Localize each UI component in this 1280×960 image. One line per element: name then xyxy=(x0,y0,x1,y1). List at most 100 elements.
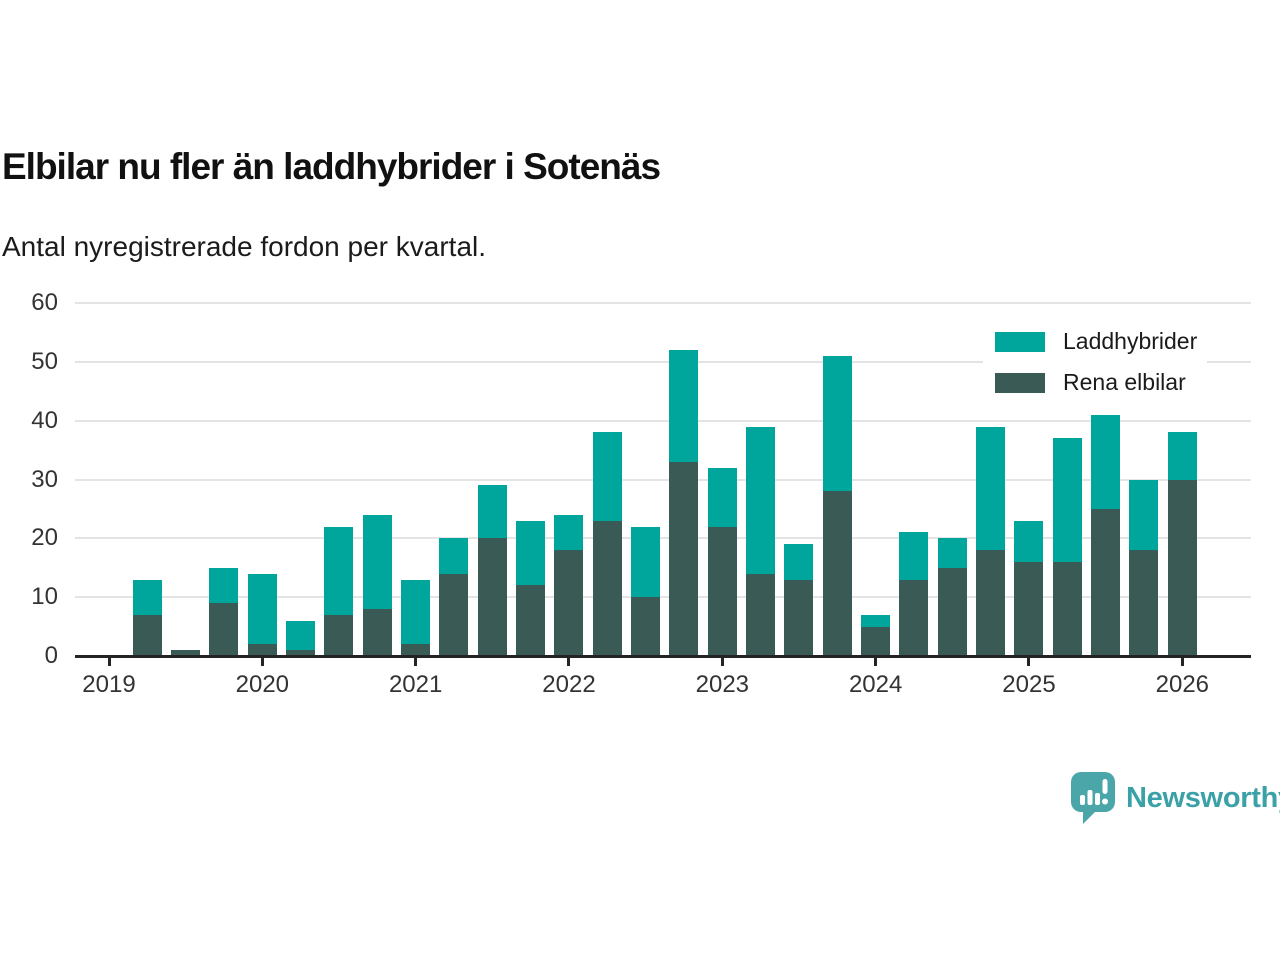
bar-2023-Q2 xyxy=(746,426,776,656)
bar-segment-laddhybrider xyxy=(592,432,622,521)
bar-2025-Q4 xyxy=(1129,479,1159,656)
bar-segment-rena-elbilar xyxy=(171,650,201,656)
bar-segment-rena-elbilar xyxy=(209,603,239,656)
x-axis-label-2023: 2023 xyxy=(695,671,750,698)
y-axis-label-0: 0 xyxy=(44,642,58,669)
bar-2021-Q3 xyxy=(477,485,507,656)
bar-2023-Q4 xyxy=(822,355,852,656)
bar-segment-rena-elbilar xyxy=(631,597,661,656)
bar-segment-laddhybrider xyxy=(247,573,277,645)
bar-segment-rena-elbilar xyxy=(247,644,277,656)
x-axis-tick-2025 xyxy=(1027,657,1031,666)
bar-segment-rena-elbilar xyxy=(286,650,316,656)
bar-segment-rena-elbilar xyxy=(439,573,469,656)
bar-segment-laddhybrider xyxy=(976,426,1006,551)
bar-segment-laddhybrider xyxy=(1167,432,1197,480)
gridline-20 xyxy=(75,537,1251,540)
bar-segment-laddhybrider xyxy=(324,526,354,615)
bar-2021-Q2 xyxy=(439,538,469,656)
bar-segment-rena-elbilar xyxy=(1014,561,1044,656)
x-axis-tick-2026 xyxy=(1180,657,1184,666)
bar-2024-Q3 xyxy=(937,538,967,656)
newsworthy-logo-icon xyxy=(1071,772,1115,824)
legend-swatch-rena-elbilar-icon xyxy=(995,372,1045,393)
bar-segment-laddhybrider xyxy=(439,538,469,574)
bar-segment-laddhybrider xyxy=(861,614,891,627)
y-axis-label-40: 40 xyxy=(31,406,58,434)
bar-segment-laddhybrider xyxy=(1129,479,1159,551)
bar-segment-laddhybrider xyxy=(477,485,507,539)
bar-2020-Q1 xyxy=(247,573,277,656)
legend-item-rena-elbilar: Rena elbilar xyxy=(983,362,1208,403)
bar-segment-laddhybrider xyxy=(784,544,814,580)
y-axis-label-30: 30 xyxy=(31,465,58,493)
bar-segment-rena-elbilar xyxy=(861,626,891,656)
bar-segment-rena-elbilar xyxy=(554,550,584,656)
x-axis-label-2020: 2020 xyxy=(235,671,290,698)
bar-2022-Q4 xyxy=(669,350,699,656)
bar-segment-rena-elbilar xyxy=(477,538,507,656)
x-axis-label-2019: 2019 xyxy=(82,671,136,698)
legend-item-laddhybrider: Laddhybrider xyxy=(983,321,1208,362)
bar-segment-laddhybrider xyxy=(401,579,431,645)
gridline-40 xyxy=(75,419,1251,422)
legend: Laddhybrider Rena elbilar xyxy=(983,321,1208,403)
bar-segment-laddhybrider xyxy=(746,426,776,574)
bar-2025-Q1 xyxy=(1014,520,1044,656)
bar-segment-laddhybrider xyxy=(209,567,239,604)
bar-2023-Q1 xyxy=(707,467,737,656)
bar-2022-Q2 xyxy=(592,432,622,656)
x-axis-tick-2019 xyxy=(107,657,111,666)
bar-2025-Q2 xyxy=(1052,438,1082,656)
x-axis-label-2024: 2024 xyxy=(848,671,903,698)
bar-2021-Q1 xyxy=(401,579,431,656)
legend-label-laddhybrider: Laddhybrider xyxy=(1063,328,1198,354)
bar-segment-rena-elbilar xyxy=(1091,508,1121,656)
bar-segment-laddhybrider xyxy=(631,526,661,598)
bar-segment-rena-elbilar xyxy=(1052,561,1082,656)
bar-segment-rena-elbilar xyxy=(1129,550,1159,656)
bar-2024-Q4 xyxy=(976,426,1006,656)
branding-name: Newsworthy xyxy=(1126,781,1280,814)
y-axis-label-50: 50 xyxy=(31,347,58,375)
bar-segment-rena-elbilar xyxy=(669,461,699,656)
x-axis-tick-2021 xyxy=(414,657,418,666)
bar-segment-laddhybrider xyxy=(132,579,162,615)
bar-segment-laddhybrider xyxy=(362,514,392,609)
bar-segment-rena-elbilar xyxy=(516,585,546,656)
bar-segment-laddhybrider xyxy=(899,532,929,580)
y-axis-label-60: 60 xyxy=(31,289,58,316)
bar-2019-Q2 xyxy=(132,579,162,656)
bar-segment-laddhybrider xyxy=(286,620,316,651)
branding: Newsworthy xyxy=(1070,771,1280,825)
bar-segment-laddhybrider xyxy=(1052,438,1082,562)
chart-subtitle: Antal nyregistrerade fordon per kvartal. xyxy=(2,231,487,262)
x-axis-tick-2024 xyxy=(874,657,878,666)
bar-2020-Q4 xyxy=(362,514,392,656)
bar-segment-laddhybrider xyxy=(1014,520,1044,562)
gridline-30 xyxy=(75,478,1251,481)
y-axis-label-20: 20 xyxy=(31,524,58,552)
bar-2024-Q2 xyxy=(899,532,929,656)
bar-segment-rena-elbilar xyxy=(937,567,967,656)
gridline-50 xyxy=(75,360,1251,363)
x-axis-label-2026: 2026 xyxy=(1155,671,1210,698)
gridline-10 xyxy=(75,596,1251,599)
x-axis-tick-2020 xyxy=(260,657,264,666)
bar-2019-Q3 xyxy=(171,650,201,656)
plot-area: 0 10 20 30 40 50 60 2019 2020 2021 2022 2023 2024 202… xyxy=(31,289,1251,698)
bar-2020-Q2 xyxy=(286,620,316,656)
bar-2025-Q3 xyxy=(1091,414,1121,656)
bar-2019-Q4 xyxy=(209,567,239,656)
bar-segment-rena-elbilar xyxy=(899,579,929,656)
bar-segment-rena-elbilar xyxy=(1167,479,1197,656)
bar-2020-Q3 xyxy=(324,526,354,656)
bar-segment-laddhybrider xyxy=(707,467,737,527)
bar-2022-Q3 xyxy=(631,526,661,656)
bar-segment-laddhybrider xyxy=(1091,414,1121,509)
bar-segment-rena-elbilar xyxy=(976,550,1006,656)
bar-segment-rena-elbilar xyxy=(362,608,392,656)
bar-segment-rena-elbilar xyxy=(822,491,852,656)
x-axis-line xyxy=(75,655,1251,658)
